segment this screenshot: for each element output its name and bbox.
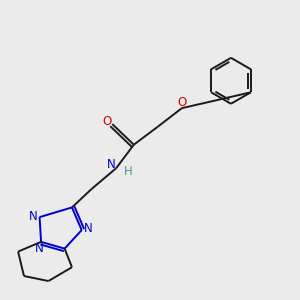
- Text: H: H: [124, 165, 133, 178]
- Text: N: N: [35, 242, 44, 255]
- Text: O: O: [102, 115, 112, 128]
- Text: N: N: [107, 158, 116, 171]
- Text: N: N: [29, 210, 38, 223]
- Text: N: N: [84, 222, 92, 235]
- Text: O: O: [178, 96, 187, 110]
